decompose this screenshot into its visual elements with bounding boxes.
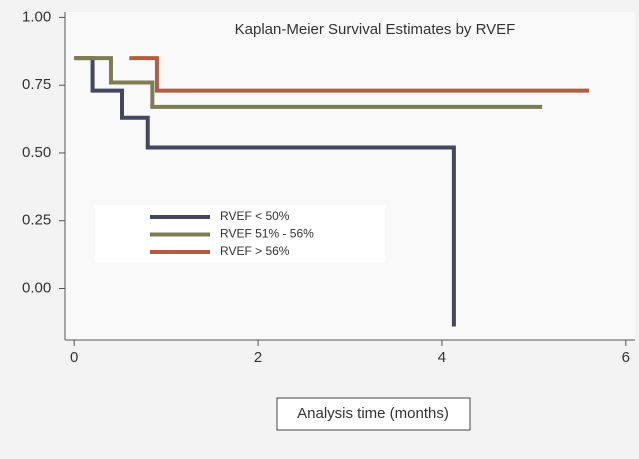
- legend-label: RVEF < 50%: [220, 209, 290, 223]
- x-axis-label: Analysis time (months): [297, 405, 449, 422]
- survival-line: [74, 56, 456, 327]
- x-tick-label: 2: [254, 349, 262, 366]
- chart-title: Kaplan-Meier Survival Estimates by RVEF: [235, 21, 516, 38]
- legend-box: [95, 205, 385, 262]
- y-tick-label: 0.00: [22, 279, 51, 296]
- y-tick-label: 0.25: [22, 212, 51, 229]
- x-label-box: [276, 397, 471, 431]
- x-tick-label: 0: [70, 349, 78, 366]
- y-tick-label: 0.75: [22, 76, 51, 93]
- survival-line: [74, 56, 543, 109]
- x-tick-label: 4: [438, 349, 446, 366]
- plot-area: [65, 12, 635, 340]
- x-tick-label: 6: [622, 349, 630, 366]
- survival-line: [129, 56, 590, 93]
- y-tick-label: 0.50: [22, 144, 51, 161]
- legend-label: RVEF > 56%: [220, 244, 290, 258]
- y-tick-label: 1.00: [22, 8, 51, 25]
- legend-label: RVEF 51% - 56%: [220, 227, 314, 241]
